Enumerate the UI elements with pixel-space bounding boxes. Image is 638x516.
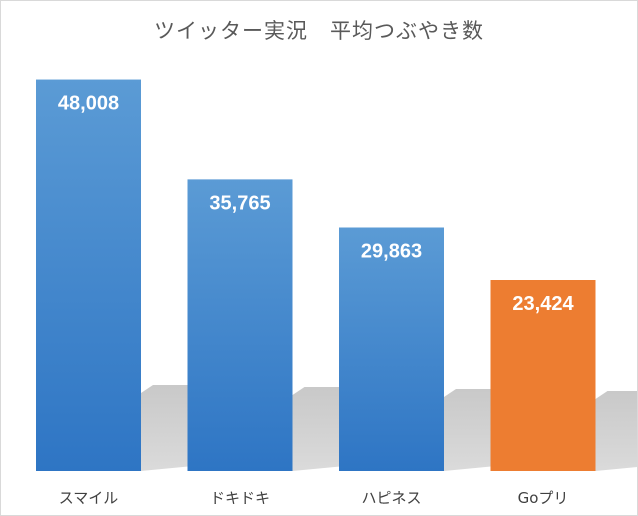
category-label-3: ハピネス	[361, 489, 421, 507]
chart-title: ツイッター実況 平均つぶやき数	[154, 19, 484, 43]
category-label-4: Goプリ	[518, 489, 569, 507]
data-label-2: 35,765	[209, 192, 270, 214]
category-label-2: ドキドキ	[210, 489, 270, 507]
bar-3	[339, 227, 444, 471]
data-label-1: 48,008	[58, 93, 119, 115]
labels: 48,008 スマイル 35,765 ドキドキ 29,863 ハピネス 23,424 Goプリ	[58, 93, 575, 507]
bars	[36, 79, 596, 471]
data-label-4: 23,424	[512, 293, 574, 315]
bar-shadow	[595, 391, 637, 471]
data-label-3: 29,863	[361, 241, 422, 263]
category-label-1: スマイル	[59, 489, 119, 507]
bar-2	[187, 179, 293, 471]
bar-1	[36, 79, 141, 471]
bar-4	[490, 280, 596, 471]
